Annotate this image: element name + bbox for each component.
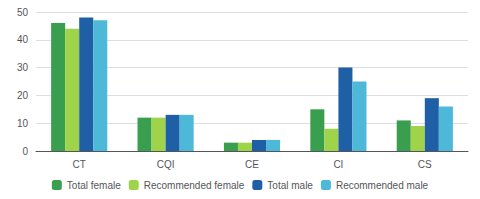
- svg-text:30: 30: [17, 62, 29, 73]
- svg-text:0: 0: [22, 146, 28, 157]
- svg-text:10: 10: [17, 118, 29, 129]
- svg-text:40: 40: [17, 34, 29, 45]
- svg-text:Recommended male: Recommended male: [336, 180, 429, 191]
- svg-text:CE: CE: [245, 159, 259, 170]
- svg-text:CI: CI: [333, 159, 343, 170]
- svg-text:CQI: CQI: [157, 159, 175, 170]
- svg-text:Recommended female: Recommended female: [144, 180, 245, 191]
- svg-text:50: 50: [17, 7, 29, 18]
- svg-text:CT: CT: [73, 159, 86, 170]
- svg-text:CS: CS: [418, 159, 432, 170]
- svg-text:Total male: Total male: [267, 180, 313, 191]
- svg-text:Total female: Total female: [67, 180, 121, 191]
- svg-text:20: 20: [17, 90, 29, 101]
